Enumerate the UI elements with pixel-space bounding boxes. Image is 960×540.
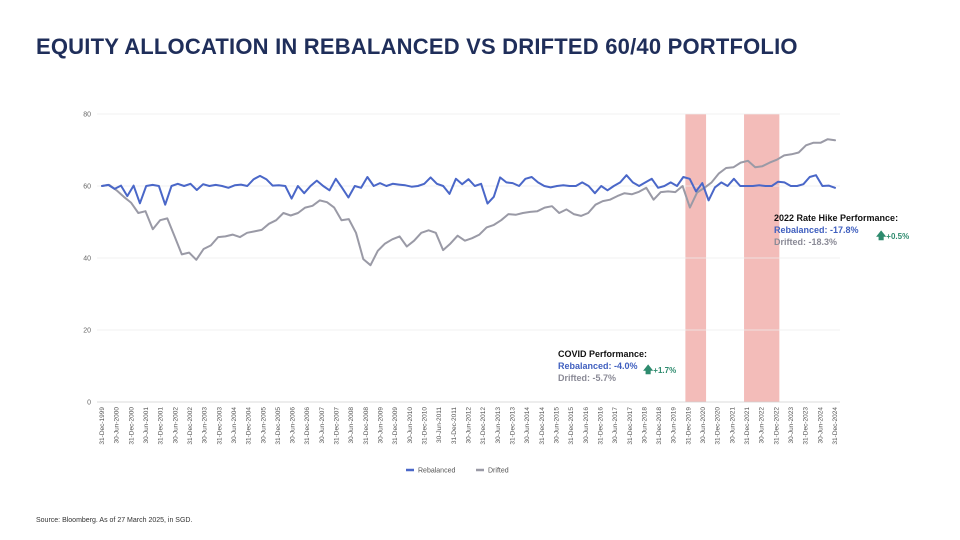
legend-label-drifted: Drifted [488,468,509,475]
x-tick-label: 31-Dec-2020 [715,407,722,445]
x-tick-label: 30-Jun-2018 [641,407,648,444]
x-tick-label: 31-Dec-2024 [832,407,839,445]
x-tick-label: 30-Jun-2023 [788,407,795,444]
x-tick-label: 30-Jun-2013 [495,407,502,444]
rate-hike-delta-value: +0.5% [886,232,909,241]
x-tick-label: 30-Jun-2000 [114,407,121,444]
x-tick-label: 30-Jun-2012 [466,407,473,444]
x-axis-ticks: 31-Dec-1999 30-Jun-2000 31-Dec-2000 30-Jun-… [99,407,839,445]
x-tick-label: 30-Jun-2016 [583,407,590,444]
equity-allocation-chart: 0 20 40 60 80 31-Dec-1999 30-Jun-2000 31-Dec-2… [0,0,960,540]
x-tick-label: 31-Dec-2023 [803,407,810,445]
legend-label-rebalanced: Rebalanced [418,468,455,475]
x-tick-label: 31-Dec-2004 [246,407,253,445]
x-tick-label: 31-Dec-2013 [509,407,516,445]
x-tick-label: 30-Jun-2021 [729,407,736,444]
x-tick-label: 31-Dec-2008 [363,407,370,445]
legend: Rebalanced Drifted [406,468,509,475]
x-tick-label: 30-Jun-2006 [290,407,297,444]
covid-delta: 🡅+1.7% [643,363,676,380]
x-tick-label: 30-Jun-2014 [524,407,531,444]
covid-annotation: COVID Performance: Rebalanced: -4.0% Dri… [558,348,647,384]
grid-lines [97,114,840,402]
x-tick-label: 30-Jun-2024 [817,407,824,444]
covid-annotation-title: COVID Performance: [558,348,647,360]
x-tick-label: 30-Jun-2001 [143,407,150,444]
x-tick-label: 31-Dec-2014 [539,407,546,445]
x-tick-label: 31-Dec-2017 [627,407,634,445]
x-tick-label: 31-Dec-2007 [334,407,341,445]
x-tick-label: 31-Dec-2015 [568,407,575,445]
rate-hike-annotation-title: 2022 Rate Hike Performance: [774,212,898,224]
x-tick-label: 31-Dec-2003 [216,407,223,445]
covid-annotation-rebalanced: Rebalanced: -4.0% [558,360,647,372]
x-tick-label: 31-Dec-2005 [275,407,282,445]
x-tick-label: 31-Dec-2021 [744,407,751,445]
y-axis-ticks: 0 20 40 60 80 [83,112,91,407]
covid-delta-value: +1.7% [653,366,676,375]
x-tick-label: 30-Jun-2015 [553,407,560,444]
x-tick-label: 31-Dec-2009 [392,407,399,445]
x-tick-label: 31-Dec-2019 [685,407,692,445]
y-tick-label: 0 [87,400,91,407]
x-tick-label: 31-Dec-2018 [656,407,663,445]
x-tick-label: 30-Jun-2009 [378,407,385,444]
x-tick-label: 31-Dec-2002 [187,407,194,445]
x-tick-label: 31-Dec-2011 [451,407,458,444]
x-tick-label: 31-Dec-2016 [597,407,604,445]
y-tick-label: 80 [83,112,91,119]
y-tick-label: 60 [83,184,91,191]
x-tick-label: 31-Dec-1999 [99,407,106,445]
x-tick-label: 31-Dec-2001 [158,407,165,445]
x-tick-label: 30-Jun-2020 [700,407,707,444]
x-tick-label: 31-Dec-2022 [773,407,780,445]
x-tick-label: 31-Dec-2006 [304,407,311,445]
arrow-up-icon: 🡅 [876,231,886,242]
x-tick-label: 30-Jun-2005 [260,407,267,444]
x-tick-label: 30-Jun-2007 [319,407,326,444]
arrow-up-icon: 🡅 [643,365,653,376]
x-tick-label: 30-Jun-2022 [759,407,766,444]
y-tick-label: 20 [83,328,91,335]
covid-annotation-drifted: Drifted: -5.7% [558,372,647,384]
rate-hike-delta: 🡅+0.5% [876,229,909,246]
y-tick-label: 40 [83,256,91,263]
x-tick-label: 30-Jun-2008 [348,407,355,444]
source-note: Source: Bloomberg. As of 27 March 2025, … [36,517,192,524]
x-tick-label: 30-Jun-2004 [231,407,238,444]
x-tick-label: 31-Dec-2012 [480,407,487,445]
x-tick-label: 31-Dec-2000 [128,407,135,445]
x-tick-label: 30-Jun-2003 [202,407,209,444]
series-lines [102,139,835,265]
x-tick-label: 30-Jun-2017 [612,407,619,444]
x-tick-label: 31-Dec-2010 [422,407,429,445]
x-tick-label: 30-Jun-2002 [172,407,179,444]
x-tick-label: 30-Jun-2011 [436,407,443,443]
x-tick-label: 30-Jun-2010 [407,407,414,444]
x-tick-label: 30-Jun-2019 [671,407,678,444]
series-line-drifted [102,139,835,265]
series-line-rebalanced [102,175,835,205]
